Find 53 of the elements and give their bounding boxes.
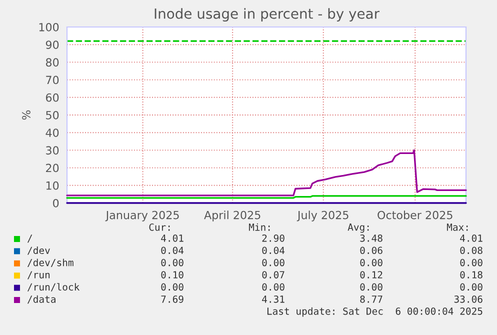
text: Max: [446, 224, 468, 231]
y-tick-label: 80 [46, 58, 59, 67]
text: 0.12 [360, 271, 382, 278]
text: 4.01 [460, 234, 482, 242]
legend-label: /run [27, 271, 50, 280]
text: 0.00 [161, 283, 184, 291]
y-tick-label: 40 [46, 128, 59, 137]
text: 4.01 [161, 234, 184, 242]
x-tick-label: July 2025 [296, 210, 348, 222]
legend-label: / [27, 234, 32, 243]
y-axis-title: % [22, 110, 30, 120]
text: 7.69 [161, 295, 184, 303]
text: 0.00 [161, 258, 184, 266]
text: 0.00 [360, 258, 382, 266]
y-tick-label: 10 [46, 181, 59, 190]
y-tick-label: 50 [46, 110, 59, 120]
text: 0.00 [262, 283, 284, 291]
text: 33.06 [454, 295, 482, 303]
legend-label: /dev/shm [27, 258, 74, 268]
text: 0.10 [161, 271, 184, 278]
text: 0.00 [460, 258, 482, 266]
chart-title: Inode usage in percent - by year [154, 8, 380, 22]
legend-label: /dev [27, 246, 50, 255]
text: 0.00 [460, 283, 482, 291]
x-tick-label: April 2025 [204, 210, 260, 222]
y-tick-label: 60 [46, 93, 59, 102]
y-tick-label: 20 [46, 164, 59, 172]
y-tick-label: 100 [39, 22, 59, 32]
x-tick-label: October 2025 [378, 210, 452, 220]
text: 8.77 [360, 295, 382, 303]
text: 2.90 [262, 234, 284, 242]
legend-label: /run/lock [27, 283, 80, 292]
text: 0.00 [360, 283, 382, 291]
text: Cur: [149, 223, 170, 231]
text: 3.48 [360, 234, 382, 242]
x-tick-label: January 2025 [105, 210, 179, 222]
text: 0.04 [262, 246, 285, 254]
y-tick-label: 70 [46, 76, 59, 84]
text: Last update: Sat Dec 6 00:00:04 2025 [267, 307, 482, 317]
text: 0.07 [262, 271, 284, 278]
text: Min: [248, 223, 270, 231]
y-tick-label: 90 [46, 40, 59, 49]
text: 0.08 [460, 246, 482, 254]
legend-label: /data [27, 295, 56, 304]
y-tick-label: 30 [46, 146, 59, 155]
line-series [66, 149, 467, 196]
y-tick-label: 0 [53, 198, 59, 208]
text: 4.31 [262, 295, 284, 303]
text: Avg: [348, 224, 369, 233]
text: 0.18 [460, 271, 482, 278]
text: 0.06 [360, 246, 382, 254]
text: 0.00 [262, 258, 284, 266]
text: 0.04 [161, 246, 184, 254]
